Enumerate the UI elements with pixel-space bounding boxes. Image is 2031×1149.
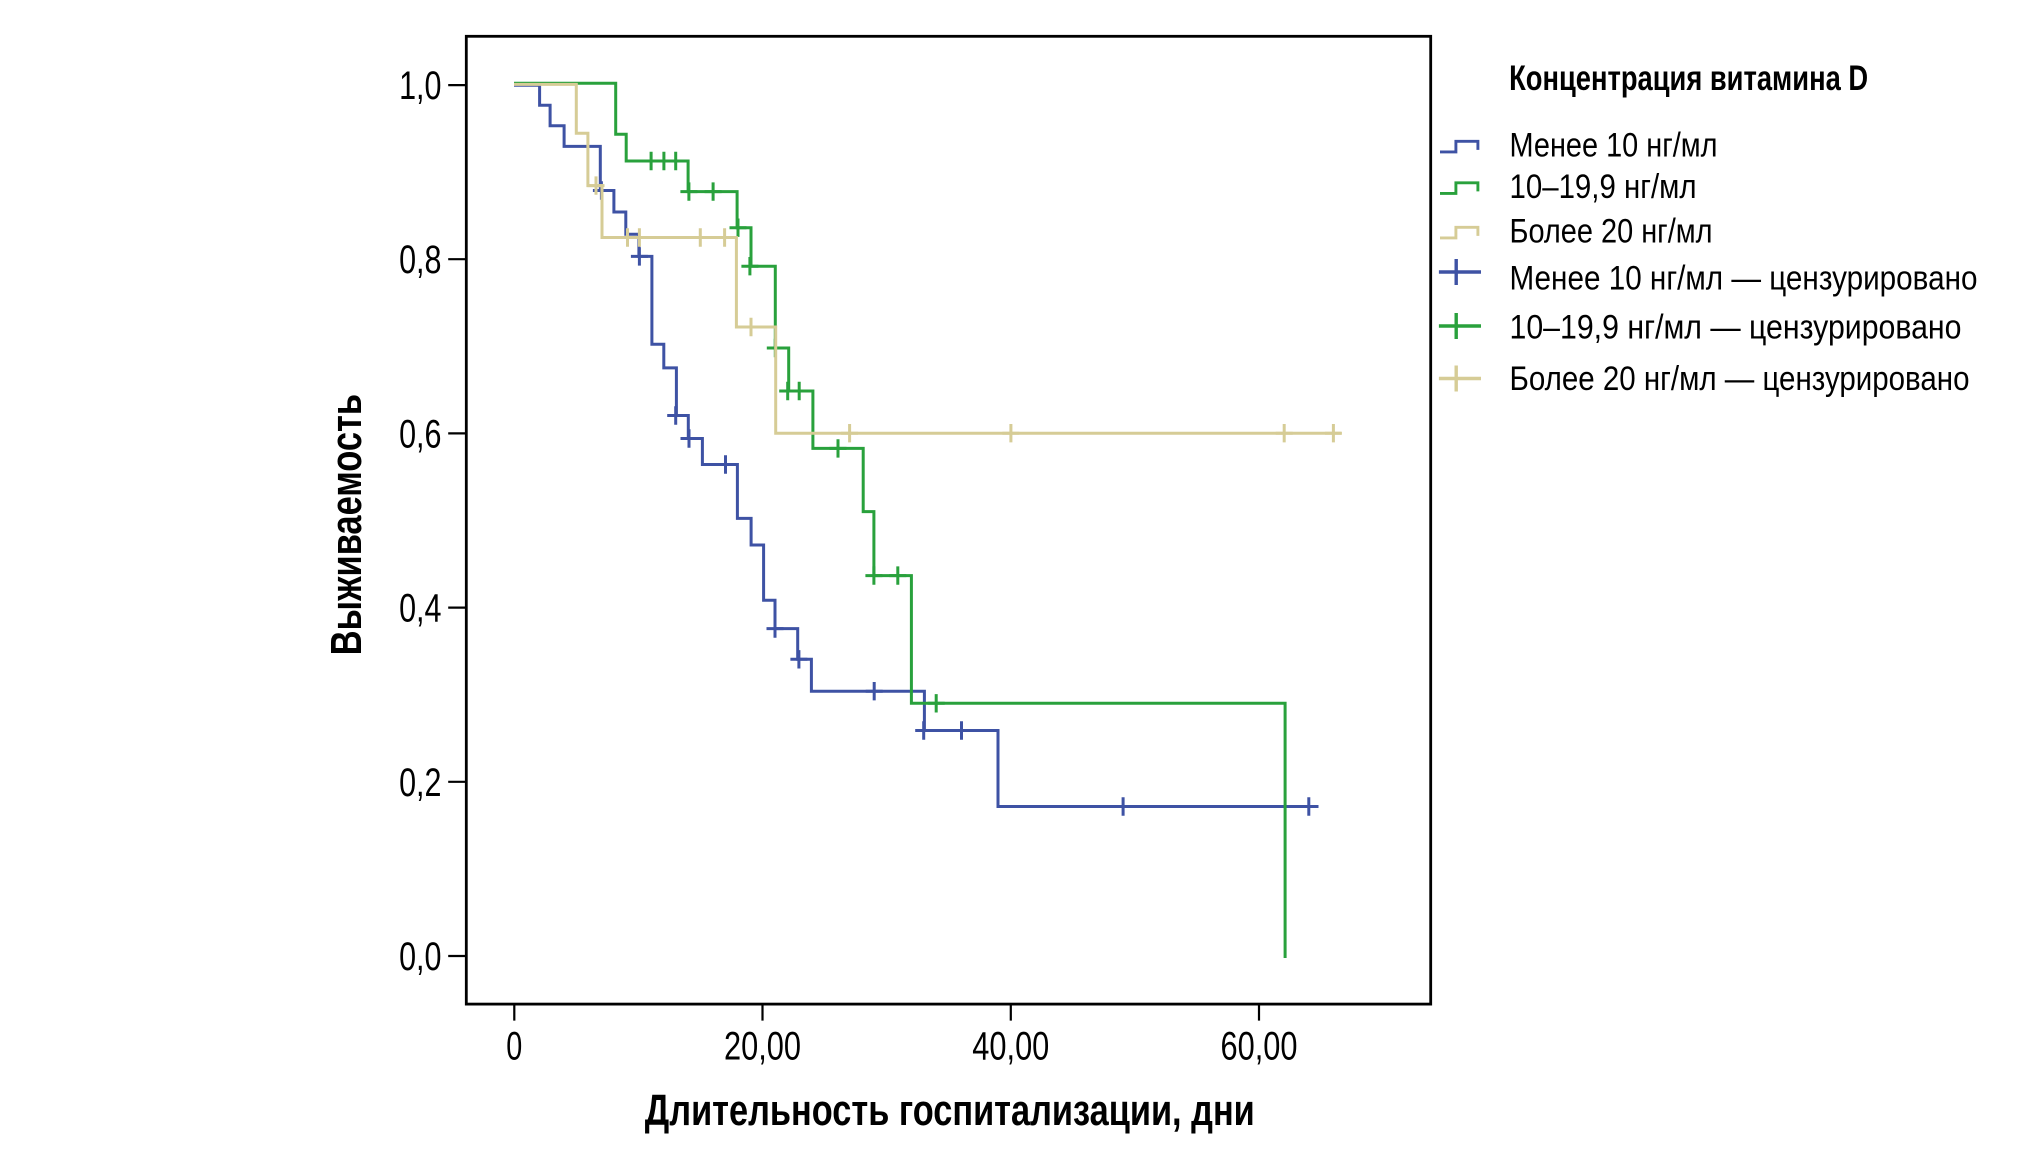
svg-text:Более 20 нг/мл: Более 20 нг/мл [1510,213,1713,251]
svg-text:Менее 10 нг/мл: Менее 10 нг/мл [1510,127,1718,165]
svg-text:Выживаемость: Выживаемость [322,394,371,655]
svg-text:0: 0 [506,1025,522,1069]
svg-text:Менее 10 нг/мл — цензурировано: Менее 10 нг/мл — цензурировано [1510,260,1978,298]
svg-text:Концентрация витамина D: Концентрация витамина D [1509,58,1868,98]
svg-text:20,00: 20,00 [724,1025,801,1069]
svg-text:0,0: 0,0 [399,935,441,979]
svg-text:0,2: 0,2 [399,761,441,805]
svg-text:0,8: 0,8 [399,238,441,282]
svg-text:10–19,9 нг/мл: 10–19,9 нг/мл [1510,168,1697,206]
svg-text:0,4: 0,4 [399,587,441,631]
svg-text:10–19,9 нг/мл — цензурировано: 10–19,9 нг/мл — цензурировано [1510,309,1962,347]
svg-text:40,00: 40,00 [972,1025,1049,1069]
svg-text:1,0: 1,0 [399,64,441,108]
svg-text:Более 20 нг/мл — цензурировано: Более 20 нг/мл — цензурировано [1510,360,1970,398]
svg-text:60,00: 60,00 [1221,1025,1298,1069]
svg-text:Длительность госпитализации, д: Длительность госпитализации, дни [645,1086,1255,1135]
svg-text:0,6: 0,6 [399,412,441,456]
